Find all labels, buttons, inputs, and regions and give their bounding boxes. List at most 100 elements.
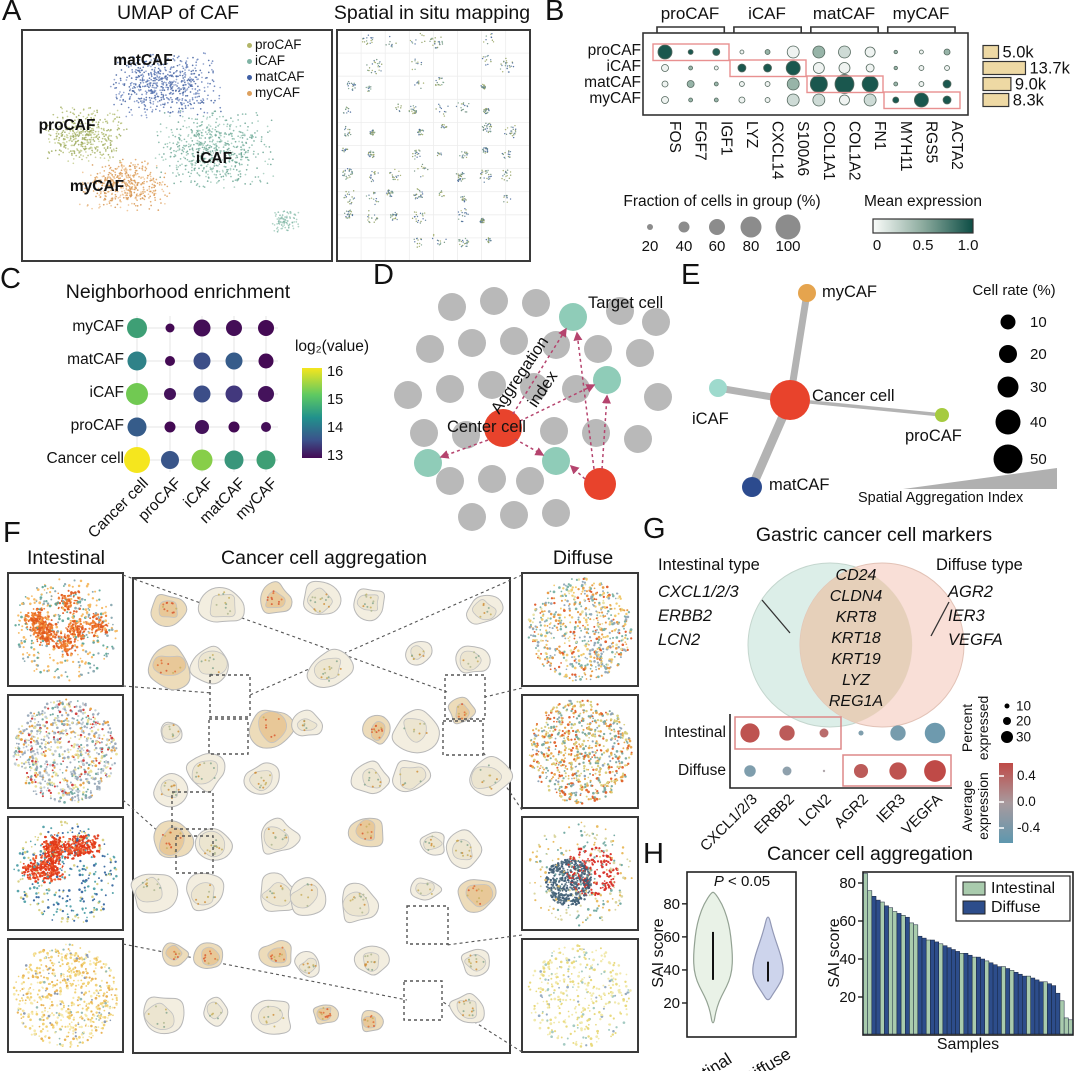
speckle <box>596 614 599 617</box>
umap-point <box>71 140 73 142</box>
spatial-spot <box>343 196 345 199</box>
speckle <box>57 596 61 600</box>
umap-point <box>127 196 130 199</box>
umap-point <box>107 173 110 176</box>
speckle <box>592 630 595 633</box>
spatial-spot <box>440 36 442 38</box>
umap-point <box>146 83 149 86</box>
umap-point <box>292 216 295 219</box>
speckle <box>72 595 75 598</box>
fraction-legend-dot <box>709 219 725 235</box>
speckle <box>553 613 556 616</box>
spatial-spot <box>512 128 514 131</box>
umap-point <box>91 147 93 149</box>
speckle <box>612 618 615 621</box>
spatial-spot <box>457 173 459 175</box>
spatial-spot <box>501 71 504 73</box>
speckle <box>599 643 603 647</box>
speckle <box>577 587 580 591</box>
spatial-spot <box>442 113 445 115</box>
sai-triangle-icon <box>903 468 1057 489</box>
umap-point <box>153 69 156 71</box>
umap-point <box>228 154 231 156</box>
umap-point <box>72 136 75 139</box>
speckle <box>93 624 96 627</box>
speckle <box>64 659 67 662</box>
umap-point <box>234 161 237 164</box>
umap-point <box>108 202 111 204</box>
umap-point <box>108 200 111 203</box>
spatial-spot <box>459 155 461 157</box>
umap-point <box>81 143 84 145</box>
umap-point <box>99 153 102 156</box>
speckle <box>600 609 602 611</box>
speckle <box>105 652 108 656</box>
umap-point <box>94 176 97 179</box>
umap-point <box>177 55 180 58</box>
speckle <box>573 655 576 659</box>
spatial-spot <box>487 169 489 172</box>
speckle <box>608 623 611 626</box>
speckle <box>552 636 555 639</box>
umap-point <box>135 69 137 71</box>
spatial-spot <box>441 84 443 86</box>
spatial-spot <box>367 219 369 221</box>
speckle <box>597 631 600 634</box>
umap-point <box>89 153 92 156</box>
umap-point <box>204 147 206 150</box>
spatial-spot <box>441 124 443 126</box>
umap-point <box>89 138 92 141</box>
speckle <box>621 635 624 638</box>
colorbar-tick: 1.0 <box>958 237 979 254</box>
gene-label: ACTA2 <box>948 121 965 170</box>
spatial-spot <box>369 153 371 156</box>
speckle <box>568 639 571 642</box>
speckle <box>547 597 549 600</box>
speckle <box>589 667 592 670</box>
speckle <box>549 668 552 671</box>
umap-point <box>126 194 128 197</box>
speckle <box>77 633 81 636</box>
speckle <box>557 622 560 625</box>
umap-point <box>130 108 133 111</box>
speckle <box>26 655 30 659</box>
fraction-legend-value: 20 <box>642 238 659 255</box>
umap-point <box>202 168 205 170</box>
umap-point <box>142 101 144 104</box>
umap-point <box>151 191 154 194</box>
umap-point <box>153 97 156 99</box>
spatial-spot <box>342 170 345 172</box>
umap-point <box>135 198 138 200</box>
umap-point <box>181 115 184 118</box>
speckle <box>616 652 619 654</box>
umap-point <box>179 110 182 112</box>
umap-point <box>229 167 232 170</box>
umap-point <box>147 193 150 196</box>
umap-point <box>213 162 216 165</box>
enrichment-dot <box>258 353 274 369</box>
umap-point <box>188 175 191 178</box>
speckle <box>49 637 53 641</box>
umap-point <box>166 77 169 79</box>
spatial-spot <box>373 221 375 223</box>
c-dot-matrix <box>124 318 276 473</box>
spatial-spot <box>367 214 370 216</box>
umap-point <box>260 140 263 143</box>
umap-point <box>162 159 165 161</box>
umap-point <box>188 125 190 128</box>
spatial-spot <box>466 245 468 248</box>
speckle <box>626 648 629 651</box>
group-bracket <box>810 26 879 33</box>
speckle <box>542 664 545 667</box>
umap-point <box>146 177 149 179</box>
umap-point <box>187 133 190 136</box>
speckle <box>600 611 604 614</box>
speckle <box>50 626 54 630</box>
umap-point <box>143 194 146 197</box>
umap-point <box>188 69 190 72</box>
spatial-spot <box>418 189 421 192</box>
umap-point <box>172 75 174 78</box>
umap-point <box>92 138 95 141</box>
umap-point <box>159 123 162 125</box>
spatial-spot <box>486 149 488 151</box>
